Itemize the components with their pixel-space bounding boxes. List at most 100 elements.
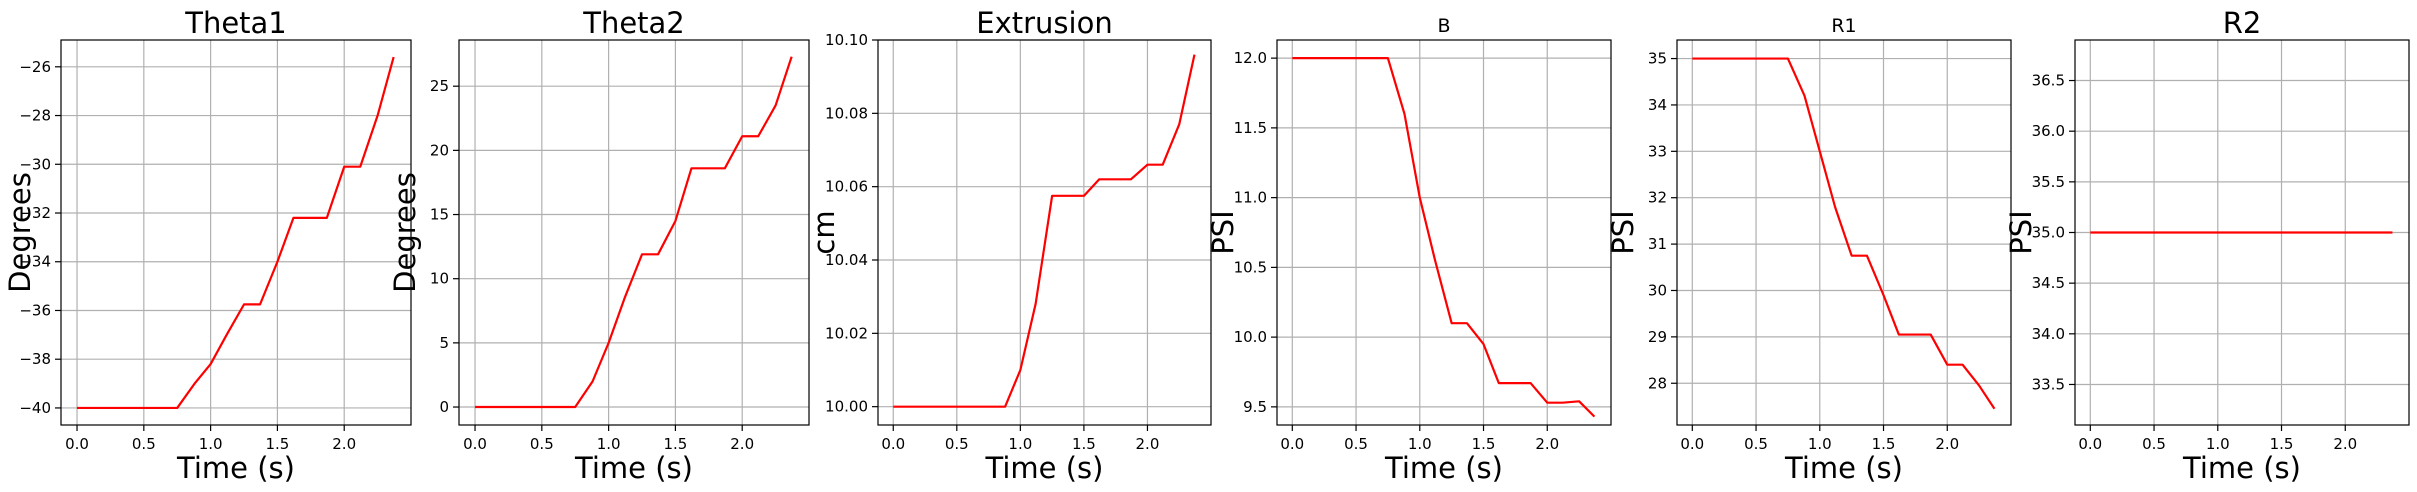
x-tick-label: 0.0 — [1680, 435, 1704, 453]
x-tick-label: 1.0 — [1408, 435, 1432, 453]
x-tick-label: 0.5 — [1344, 435, 1368, 453]
y-axis-label: Degrees — [3, 172, 37, 293]
x-tick-label: 2.0 — [1935, 435, 1959, 453]
x-tick-label: 2.0 — [1535, 435, 1559, 453]
y-tick-label: 10.02 — [825, 324, 868, 342]
x-tick-label: 2.0 — [332, 435, 356, 453]
y-tick-label: 32 — [1648, 189, 1667, 207]
x-tick-label: 0.0 — [881, 435, 905, 453]
y-tick-label: −40 — [19, 399, 51, 417]
y-tick-label: 10.0 — [1234, 328, 1267, 346]
y-tick-label: 10.10 — [825, 31, 868, 49]
y-tick-label: 9.5 — [1243, 398, 1267, 416]
y-tick-label: −32 — [19, 204, 51, 222]
chart-title: B — [1437, 15, 1450, 37]
x-axis-label: Time (s) — [985, 451, 1104, 485]
axes-frame — [458, 39, 810, 426]
y-tick-label: −38 — [19, 350, 51, 368]
y-tick-label: 36.5 — [2032, 72, 2065, 90]
y-tick-label: 5 — [439, 334, 449, 352]
x-tick-label: 0.0 — [2078, 435, 2102, 453]
x-tick-label: 0.0 — [463, 435, 487, 453]
y-tick-label: 10.06 — [825, 178, 868, 196]
y-tick-label: 35.5 — [2032, 173, 2065, 191]
series-line — [1292, 57, 1596, 418]
y-axis-label: PSI — [1606, 210, 1640, 254]
y-tick-label: 25 — [430, 77, 449, 95]
x-tick-label: 1.5 — [1472, 435, 1496, 453]
y-axis-label: PSI — [2004, 210, 2038, 254]
y-tick-label: −34 — [19, 253, 51, 271]
y-tick-label: 35.0 — [2032, 224, 2065, 242]
series-line — [475, 56, 793, 409]
y-tick-label: 34 — [1648, 96, 1667, 114]
chart-title: R2 — [2223, 6, 2262, 40]
y-tick-label: −28 — [19, 107, 51, 125]
axes-frame — [1676, 39, 2012, 426]
y-tick-label: 10.00 — [825, 398, 868, 416]
series-line — [1692, 57, 1996, 410]
subplot-1: 0.0 0.5 1.0 1.5 2.0 −40 −38 −36 −34 −32 −30 −28 −26 T… — [3, 6, 412, 485]
x-tick-label: 0.5 — [530, 435, 554, 453]
x-axis-label: Time (s) — [176, 451, 295, 485]
x-tick-label: 0.5 — [945, 435, 969, 453]
y-tick-label: 10.08 — [825, 104, 868, 122]
y-tick-label: −30 — [19, 155, 51, 173]
y-axis-label: Degrees — [388, 172, 422, 293]
subplot-6: 0.0 0.5 1.0 1.5 2.0 33.5 34.0 34.5 35.0 35.5 36.0 3… — [2004, 6, 2410, 485]
y-tick-label: 20 — [430, 141, 449, 159]
x-tick-label: 1.0 — [597, 435, 621, 453]
x-tick-label: 1.0 — [199, 435, 223, 453]
y-tick-label: 31 — [1648, 235, 1667, 253]
x-tick-label: 0.5 — [132, 435, 156, 453]
x-tick-label: 2.0 — [1136, 435, 1160, 453]
subplot-3: 0.0 0.5 1.0 1.5 2.0 10.00 10.02 10.04 10.06 10.08… — [807, 6, 1212, 485]
axes-frame — [60, 39, 412, 426]
y-tick-label: 29 — [1648, 328, 1667, 346]
axes-frame — [877, 39, 1212, 426]
y-tick-label: 34.0 — [2032, 325, 2065, 343]
y-tick-label: 15 — [430, 206, 449, 224]
y-tick-label: 10.04 — [825, 251, 868, 269]
chart-title: Theta1 — [184, 6, 287, 40]
x-tick-label: 0.5 — [1744, 435, 1768, 453]
x-tick-label: 1.5 — [663, 435, 687, 453]
y-tick-label: 33 — [1648, 142, 1667, 160]
x-tick-label: 2.0 — [2333, 435, 2357, 453]
series-line — [77, 56, 395, 410]
y-tick-label: 0 — [439, 398, 449, 416]
x-tick-label: 2.0 — [730, 435, 754, 453]
chart-title: Theta2 — [582, 6, 685, 40]
x-tick-label: 1.5 — [265, 435, 289, 453]
y-tick-label: −26 — [19, 58, 51, 76]
chart-title: Extrusion — [976, 6, 1112, 40]
x-tick-label: 1.5 — [1872, 435, 1896, 453]
y-tick-label: 11.0 — [1234, 189, 1267, 207]
axes-frame — [1276, 39, 1612, 426]
y-tick-label: 33.5 — [2032, 375, 2065, 393]
y-tick-label: 28 — [1648, 374, 1667, 392]
y-tick-label: 12.0 — [1234, 49, 1267, 67]
x-tick-label: 1.5 — [2270, 435, 2294, 453]
subplot-2: 0.0 0.5 1.0 1.5 2.0 0 5 10 15 20 25 Theta2 Time (s) D… — [388, 6, 810, 485]
series-line — [893, 54, 1196, 408]
subplot-4: 0.0 0.5 1.0 1.5 2.0 9.5 10.0 10.5 11.0 11.5 12.0 B T… — [1206, 15, 1612, 485]
subplot-5: 0.0 0.5 1.0 1.5 2.0 28 29 30 31 32 33 34 35 R1 Time (s… — [1606, 15, 2012, 485]
x-tick-label: 0.0 — [65, 435, 89, 453]
x-tick-label: 0.5 — [2142, 435, 2166, 453]
y-axis-label: cm — [807, 210, 841, 254]
y-tick-label: 11.5 — [1234, 119, 1267, 137]
y-tick-label: 10 — [430, 270, 449, 288]
y-tick-label: 34.5 — [2032, 274, 2065, 292]
x-tick-label: 1.0 — [1008, 435, 1032, 453]
y-tick-label: 10.5 — [1234, 258, 1267, 276]
y-tick-label: 35 — [1648, 50, 1667, 68]
y-axis-label: PSI — [1206, 210, 1240, 254]
x-axis-label: Time (s) — [574, 451, 693, 485]
x-tick-label: 1.0 — [1808, 435, 1832, 453]
x-tick-label: 1.5 — [1072, 435, 1096, 453]
x-axis-label: Time (s) — [1384, 451, 1503, 485]
x-axis-label: Time (s) — [1784, 451, 1903, 485]
